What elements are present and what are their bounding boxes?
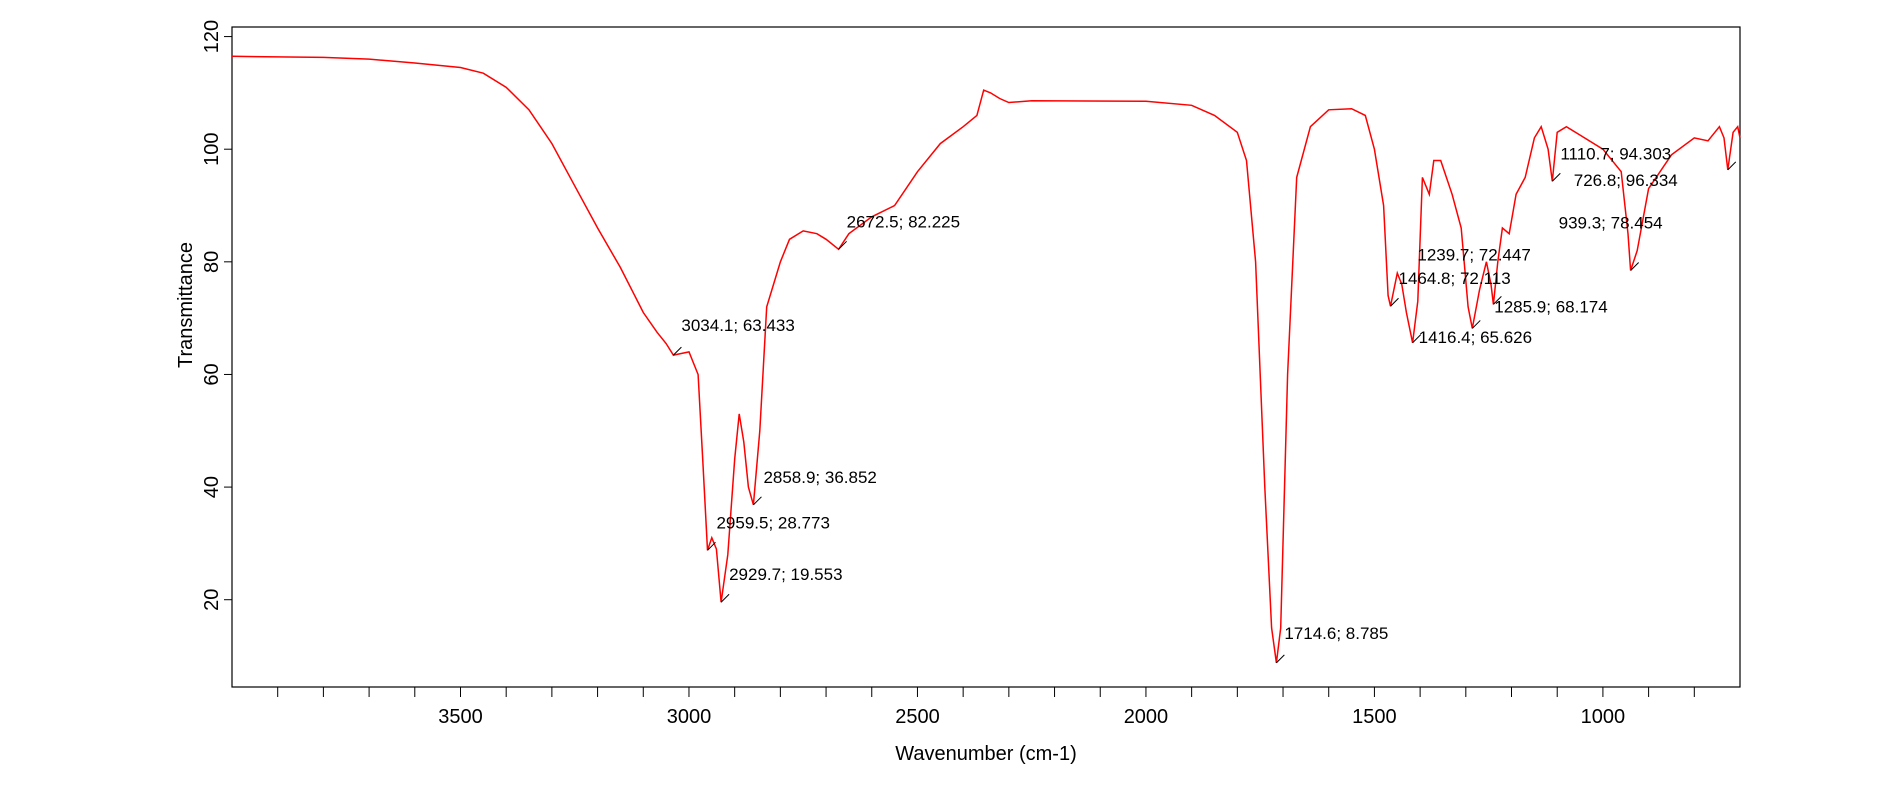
x-tick-label: 2000: [1124, 706, 1169, 728]
peak-marker: [707, 541, 716, 551]
peak-marker: [1727, 161, 1737, 171]
spectrum-line: [231, 55, 1741, 664]
y-tick-label: 40: [201, 476, 223, 498]
peak-marker: [1471, 320, 1481, 329]
peak-marker: [673, 346, 682, 356]
peak-label: 2929.7; 19.553: [729, 565, 842, 584]
x-tick-label: 1500: [1352, 706, 1397, 728]
peak-marker: [838, 240, 847, 250]
y-tick-label: 80: [201, 251, 223, 273]
plot-frame: [231, 26, 1741, 688]
peak-marker: [1551, 172, 1561, 182]
peak-marker: [1630, 262, 1640, 271]
peak-label: 1714.6; 8.785: [1284, 624, 1388, 643]
y-tick-label: 120: [201, 20, 223, 53]
peak-label: 1464.8; 72.113: [1399, 269, 1511, 288]
y-tick-label: 20: [201, 589, 223, 611]
peak-label: 3034.1; 63.433: [681, 316, 794, 335]
peak-label: 2959.5; 28.773: [716, 513, 829, 532]
peak-marker: [720, 593, 730, 603]
peak-label: 939.3; 78.454: [1559, 214, 1663, 233]
peak-marker: [1412, 334, 1421, 344]
y-tick-label: 100: [201, 133, 223, 166]
peak-label: 2858.9; 36.852: [763, 468, 876, 487]
peak-marker: [753, 496, 762, 506]
x-axis-label: Wavenumber (cm-1): [895, 743, 1077, 765]
peak-label: 2672.5; 82.225: [847, 212, 960, 231]
y-axis-label: Transmittance: [175, 242, 197, 368]
y-tick-label: 60: [201, 363, 223, 385]
peak-marker: [1390, 297, 1399, 307]
peak-label: 1285.9; 68.174: [1494, 297, 1607, 316]
peak-label: 1239.7; 72.447: [1417, 245, 1530, 264]
peak-label: 726.8; 96.334: [1574, 171, 1678, 190]
peak-label: 1110.7; 94.303: [1560, 144, 1671, 163]
x-tick-label: 3000: [667, 706, 712, 728]
peak-marker: [1493, 296, 1502, 305]
x-tick-label: 3500: [438, 706, 483, 728]
x-tick-label: 2500: [895, 706, 940, 728]
peak-marker: [1276, 654, 1285, 664]
x-tick-label: 1000: [1581, 706, 1626, 728]
peak-label: 1416.4; 65.626: [1419, 328, 1532, 347]
